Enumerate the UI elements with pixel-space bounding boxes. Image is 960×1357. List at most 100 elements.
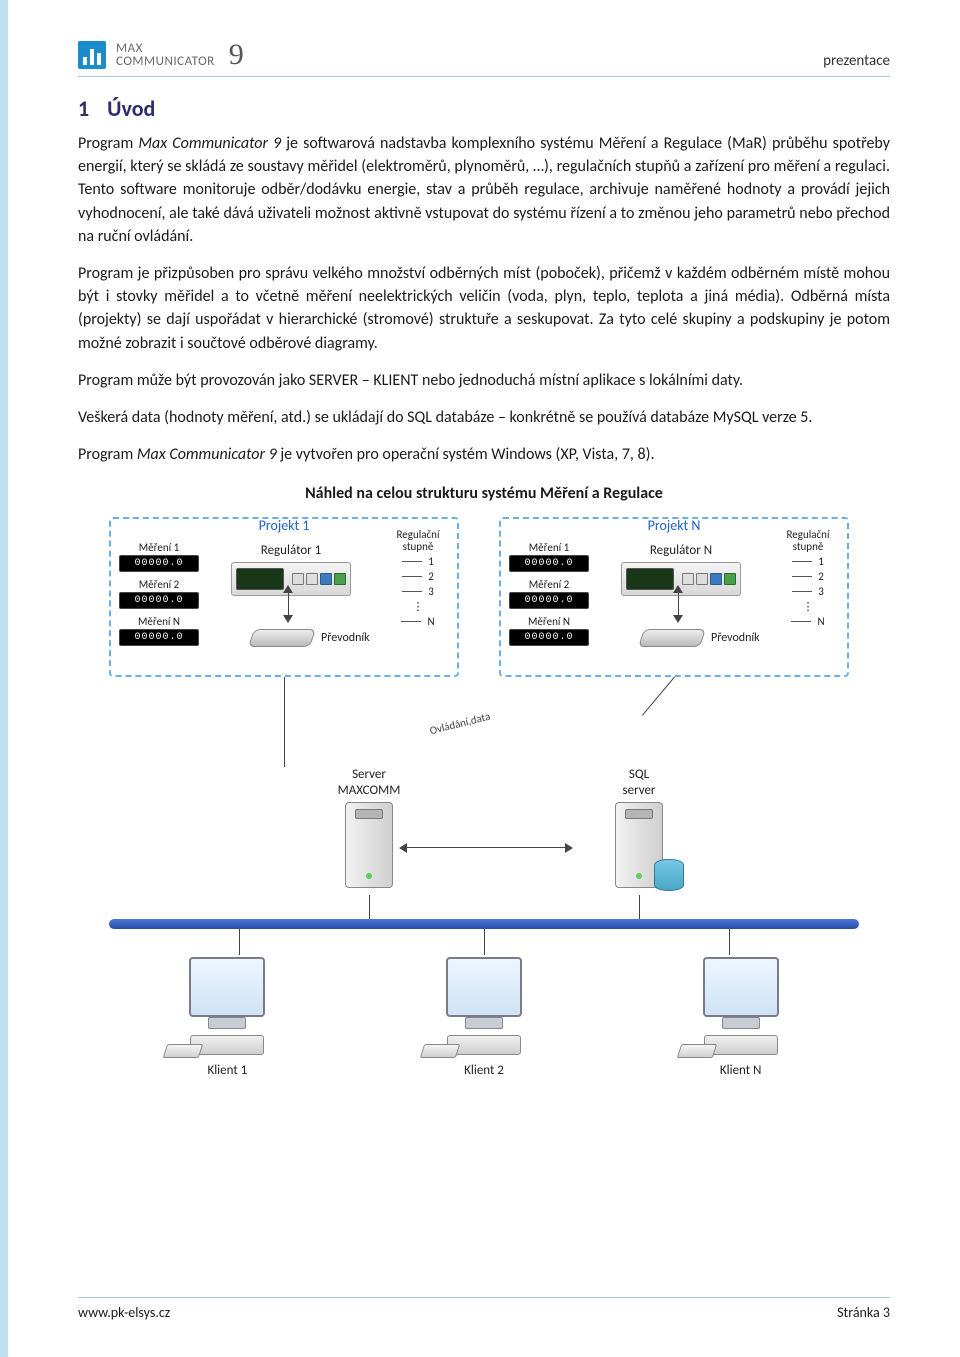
section-number: 1 (78, 95, 89, 122)
meter-display: 00000.0 (119, 555, 199, 572)
keyboard-icon (676, 1044, 717, 1058)
connector-line (239, 929, 240, 955)
prevodnik-1: Převodník (251, 629, 370, 647)
stupne-1: Regulační stupně 1 2 3 ⋮ N (387, 529, 449, 628)
header-right-label: prezentace (823, 52, 890, 70)
server-label-1: Server (299, 767, 439, 783)
prevodnik-label: Převodník (321, 631, 370, 645)
client-n: Klient N (666, 957, 816, 1078)
project-n-title: Projekt N (648, 517, 701, 534)
keyboard-icon (163, 1044, 204, 1058)
section-title: Úvod (107, 95, 155, 122)
meter-label: Měření N (119, 615, 199, 628)
stupne-item: 3 (818, 585, 824, 598)
stupne-title: Regulační stupně (387, 529, 449, 553)
server-tower-icon (345, 802, 393, 888)
client-n-label: Klient N (666, 1063, 816, 1078)
meter-label: Měření N (509, 615, 589, 628)
prevodnik-label: Převodník (711, 631, 760, 645)
logo: MAX COMMUNICATOR 9 (78, 40, 244, 70)
connector-line (284, 677, 285, 767)
monitor-icon (446, 957, 522, 1017)
connector-line (729, 929, 730, 955)
database-icon (654, 859, 684, 891)
server-label-2: MAXCOMM (299, 783, 439, 799)
connector-line (642, 677, 675, 716)
p5-product: Max Communicator 9 (137, 445, 277, 464)
project-1-title: Projekt 1 (259, 517, 310, 534)
keyboard-icon (420, 1044, 461, 1058)
stupne-item: 1 (818, 555, 824, 568)
project-1-box: Projekt 1 Měření 1 00000.0 Měření 2 0000… (109, 517, 459, 677)
stupne-item: 1 (428, 555, 434, 568)
meter-display: 00000.0 (509, 592, 589, 609)
meter-display: 00000.0 (509, 555, 589, 572)
prevodnik-n: Převodník (641, 629, 760, 647)
regulator-1-label: Regulátor 1 (221, 543, 361, 558)
ovladani-label: Ovládání,data (428, 710, 491, 738)
page-footer: www.pk-elsys.cz Stránka 3 (78, 1297, 890, 1321)
pc-icon (704, 1035, 778, 1055)
network-bus (109, 919, 859, 929)
connector-line (407, 847, 565, 848)
stupne-n: Regulační stupně 1 2 3 ⋮ N (777, 529, 839, 628)
stupne-item: N (817, 615, 824, 628)
project-n-box: Projekt N Měření 1 00000.0 Měření 2 0000… (499, 517, 849, 677)
logo-text: MAX COMMUNICATOR (116, 42, 215, 68)
client-2-label: Klient 2 (409, 1063, 559, 1078)
section-heading: 1 Úvod (78, 95, 890, 122)
clients-row: Klient 1 Klient 2 Klient N (99, 957, 869, 1078)
p5-c: je vytvořen pro operační systém Windows … (277, 445, 655, 464)
meter-label: Měření 2 (509, 578, 589, 591)
meter-label: Měření 2 (119, 578, 199, 591)
stupne-item: 2 (428, 570, 434, 583)
paragraph-4: Veškerá data (hodnoty měření, atd.) se u… (78, 406, 890, 429)
monitor-icon (703, 957, 779, 1017)
logo-bars-icon (78, 41, 106, 69)
stupne-item: ⋮ (803, 600, 814, 613)
pc-icon (447, 1035, 521, 1055)
meter-display: 00000.0 (119, 629, 199, 646)
p1-product: Max Communicator 9 (138, 134, 281, 153)
sql-label-2: server (569, 783, 709, 799)
meter-display: 00000.0 (119, 592, 199, 609)
paragraph-5: Program Max Communicator 9 je vytvořen p… (78, 443, 890, 466)
server-maxcomm: Server MAXCOMM (299, 767, 439, 892)
footer-url: www.pk-elsys.cz (78, 1304, 170, 1321)
arrow-left-icon (399, 843, 407, 853)
logo-line2: COMMUNICATOR (116, 55, 215, 68)
page: MAX COMMUNICATOR 9 prezentace 1 Úvod Prog… (0, 0, 960, 1357)
pc-icon (190, 1035, 264, 1055)
page-header: MAX COMMUNICATOR 9 prezentace (78, 40, 890, 77)
arrow-right-icon (565, 843, 573, 853)
project-1-meters: Měření 1 00000.0 Měření 2 00000.0 Měření… (119, 541, 199, 652)
arrow-icon (671, 585, 685, 623)
stupne-title: Regulační stupně (777, 529, 839, 553)
sql-label-1: SQL (569, 767, 709, 783)
regulator-n-label: Regulátor N (611, 543, 751, 558)
logo-nine: 9 (229, 40, 244, 70)
paragraph-3: Program může být provozován jako SERVER … (78, 369, 890, 392)
paragraph-2: Program je přizpůsoben pro správu velkéh… (78, 262, 890, 355)
server-row: Server MAXCOMM SQL server (99, 767, 869, 897)
project-n-meters: Měření 1 00000.0 Měření 2 00000.0 Měření… (509, 541, 589, 652)
client-1: Klient 1 (152, 957, 302, 1078)
converter-icon (638, 629, 706, 647)
sql-server: SQL server (569, 767, 709, 892)
stupne-item: 3 (428, 585, 434, 598)
stupne-item: N (427, 615, 434, 628)
connector-line (369, 895, 370, 920)
monitor-icon (189, 957, 265, 1017)
connector-line (639, 895, 640, 920)
stupne-item: 2 (818, 570, 824, 583)
p1-a: Program (78, 134, 138, 153)
p5-a: Program (78, 445, 137, 464)
architecture-diagram: Projekt 1 Měření 1 00000.0 Měření 2 0000… (99, 517, 869, 1077)
meter-label: Měření 1 (509, 541, 589, 554)
client-2: Klient 2 (409, 957, 559, 1078)
meter-display: 00000.0 (509, 629, 589, 646)
stupne-item: ⋮ (413, 600, 424, 613)
footer-page: Stránka 3 (837, 1304, 890, 1321)
connector-line (484, 929, 485, 955)
meter-label: Měření 1 (119, 541, 199, 554)
